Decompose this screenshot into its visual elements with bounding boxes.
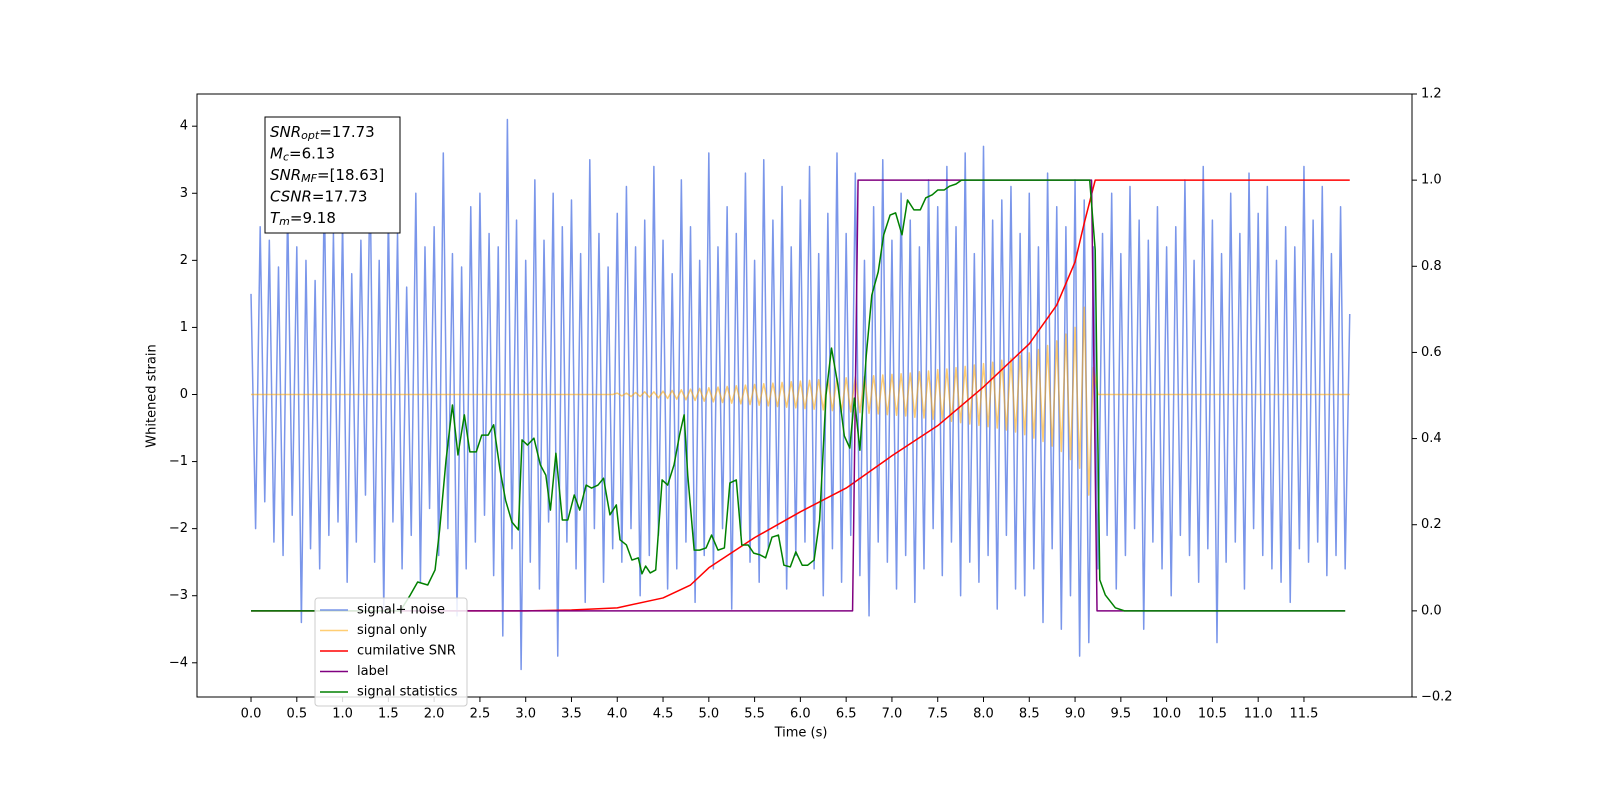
- y-tick-label: −1: [169, 454, 188, 469]
- x-tick-label: 2.0: [424, 707, 445, 722]
- y-tick-label: −4: [169, 655, 188, 670]
- annotation-subscript: c: [283, 151, 289, 164]
- x-tick-label: 7.0: [882, 707, 903, 722]
- legend: signal+ noise signal only cumilative SNR la…: [314, 597, 468, 707]
- x-tick-label: 6.5: [836, 707, 857, 722]
- annotation: Tm=9.18: [270, 209, 336, 229]
- series-line: [251, 179, 1346, 612]
- x-tick-label: 5.5: [744, 707, 765, 722]
- series-line: [251, 306, 1350, 496]
- x-tick-label: 6.0: [790, 707, 811, 722]
- x-tick-label: 4.5: [653, 707, 674, 722]
- y-axis-label: Whitened strain: [145, 344, 160, 447]
- legend-label: signal only: [357, 623, 427, 638]
- legend-label: signal statistics: [357, 685, 458, 700]
- annotation: Mc=6.13: [270, 144, 335, 164]
- y-tick-label: 2: [180, 253, 188, 268]
- x-tick-label: 7.5: [927, 707, 948, 722]
- annotation-value: =17.73: [319, 123, 375, 141]
- y2-tick-label: 0.2: [1421, 517, 1442, 532]
- series-line: [250, 118, 1351, 671]
- x-tick-label: 8.0: [973, 707, 994, 722]
- x-tick-label: 4.0: [607, 707, 628, 722]
- annotation-subscript: MF: [301, 172, 317, 185]
- annotation-frame: [264, 116, 401, 234]
- y-tick-label: −2: [169, 521, 188, 536]
- annotation-value: =9.18: [290, 209, 336, 227]
- x-tick-label: 0.5: [286, 707, 307, 722]
- y2-tick-label: 0.0: [1421, 603, 1442, 618]
- x-tick-label: 0.0: [241, 707, 262, 722]
- x-tick-label: 5.0: [698, 707, 719, 722]
- x-tick-label: 11.0: [1244, 707, 1273, 722]
- x-axis-label: Time (s): [774, 726, 828, 741]
- annotation-box: SNRopt=17.73Mc=6.13SNRMF=[18.63]CSNR=17.…: [264, 116, 401, 234]
- plot-frame: [196, 93, 1413, 698]
- annotation-value: =[18.63]: [317, 166, 384, 184]
- x-tick-label: 2.5: [470, 707, 491, 722]
- annotation-value: =17.73: [312, 187, 368, 205]
- x-tick-label: 8.5: [1019, 707, 1040, 722]
- annotation-symbol: T: [270, 209, 281, 227]
- y-tick-label: 3: [180, 186, 188, 201]
- series-line: [251, 179, 1350, 612]
- x-tick-label: 11.5: [1289, 707, 1318, 722]
- x-tick-label: 3.0: [515, 707, 536, 722]
- x-tick-label: 1.0: [332, 707, 353, 722]
- annotation: CSNR=17.73: [270, 187, 367, 205]
- legend-label: label: [357, 664, 388, 679]
- legend-frame: [314, 597, 468, 707]
- y2-tick-label: 0.4: [1421, 431, 1442, 446]
- annotation-value: =6.13: [289, 144, 335, 162]
- x-tick-label: 1.5: [378, 707, 399, 722]
- annotation-symbol: SNR: [270, 123, 301, 141]
- y-tick-label: 4: [180, 119, 188, 134]
- x-tick-label: 10.0: [1152, 707, 1181, 722]
- annotation-symbol: M: [270, 144, 283, 162]
- y2-tick-label: −0.2: [1421, 690, 1453, 705]
- y2-tick-label: 1.0: [1421, 173, 1442, 188]
- x-tick-label: 10.5: [1198, 707, 1227, 722]
- y2-tick-label: 0.8: [1421, 259, 1442, 274]
- x-tick-label: 3.5: [561, 707, 582, 722]
- y2-tick-label: 0.6: [1421, 345, 1442, 360]
- annotation-symbol: CSNR: [270, 187, 312, 205]
- y-tick-label: −3: [169, 588, 188, 603]
- y-tick-label: 0: [180, 387, 188, 402]
- y2-tick-label: 1.2: [1421, 87, 1442, 102]
- annotation: SNRopt=17.73: [270, 123, 375, 143]
- legend-label: signal+ noise: [357, 603, 445, 618]
- annotation-symbol: SNR: [270, 166, 301, 184]
- annotation-subscript: m: [279, 215, 290, 228]
- annotation: SNRMF=[18.63]: [270, 166, 384, 186]
- legend-label: cumilative SNR: [357, 644, 456, 659]
- x-tick-label: 9.0: [1065, 707, 1086, 722]
- y-tick-label: 1: [180, 320, 188, 335]
- annotation-subscript: opt: [301, 129, 320, 142]
- x-tick-label: 9.5: [1110, 707, 1131, 722]
